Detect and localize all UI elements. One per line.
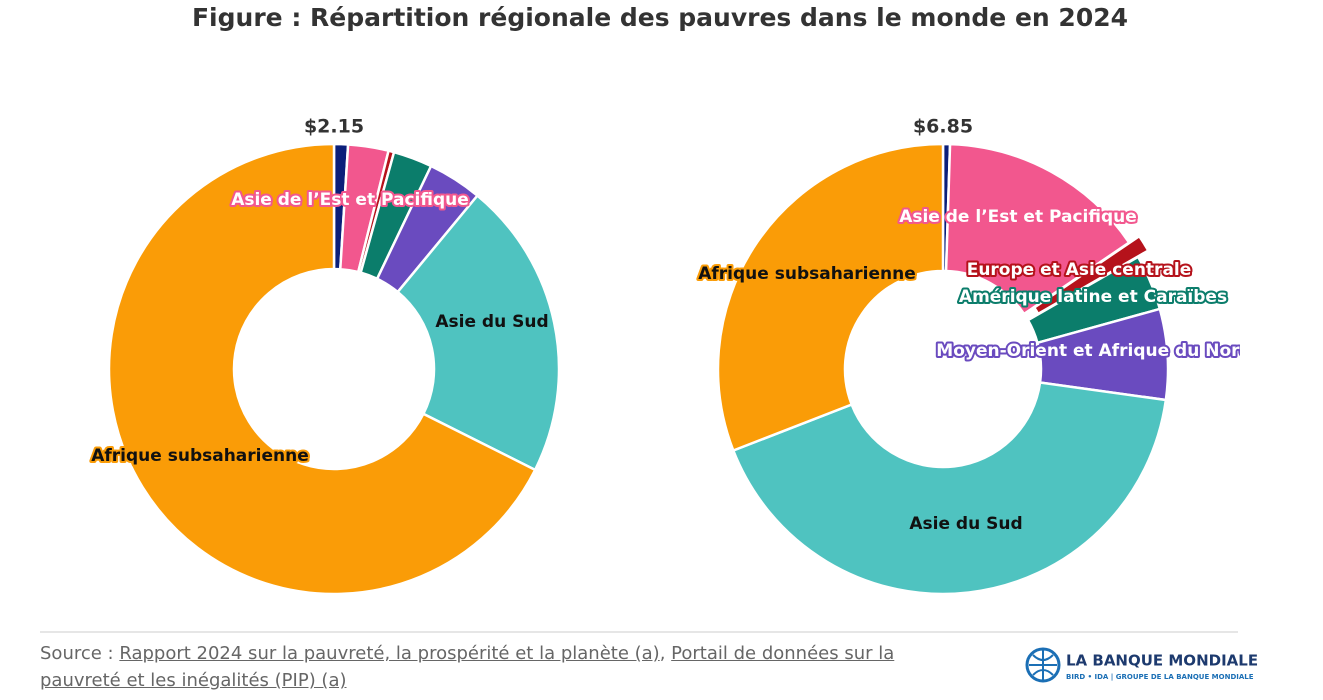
segment-label: Asie de l’Est et Pacifique [231, 190, 469, 210]
labels: Asie de l’Est et Pacifique Asie du Sud Afr… [89, 188, 548, 468]
segment-label: Asie du Sud [435, 312, 548, 332]
source-prefix: Source : [40, 643, 114, 664]
segment-label: Europe et Asie centrale [967, 260, 1192, 280]
logo-tagline: BIRD • IDA | GROUPE DE LA BANQUE MONDIAL… [1066, 673, 1254, 682]
chart-title: $2.15 [304, 116, 364, 138]
segment-label: Amérique latine et Caraïbes [959, 287, 1227, 307]
source-link[interactable]: Portail de données sur la pauvreté et le… [40, 643, 895, 691]
segment-label: Asie du Sud [909, 514, 1022, 534]
donut-segment [395, 193, 561, 472]
donut-segment [944, 142, 1131, 316]
page-title: Figure : Répartition régionale des pauvr… [192, 3, 1128, 32]
donut-segment [731, 381, 1168, 596]
donut-segment [716, 142, 945, 453]
source-sep: , [659, 643, 666, 664]
segment-label: Moyen-Orient et Afrique du Nord [936, 341, 1251, 361]
logo-name: LA BANQUE MONDIALE [1066, 652, 1258, 670]
labels: Asie de l’Est et Pacifique Europe et Asie… [696, 205, 1251, 534]
source-note: Source : Rapport 2024 sur la pauvreté, l… [40, 640, 980, 694]
segment-label: Asie de l’Est et Pacifique [899, 207, 1137, 227]
donut-segment [107, 142, 537, 596]
source-link[interactable]: Rapport 2024 sur la pauvreté, la prospér… [119, 643, 660, 664]
segment-label: Afrique subsaharienne [91, 446, 309, 466]
logo: LA BANQUE MONDIALE BIRD • IDA | GROUPE D… [1025, 647, 1258, 683]
segment-label: Afrique subsaharienne [698, 264, 916, 284]
chart-title: $6.85 [913, 116, 973, 138]
